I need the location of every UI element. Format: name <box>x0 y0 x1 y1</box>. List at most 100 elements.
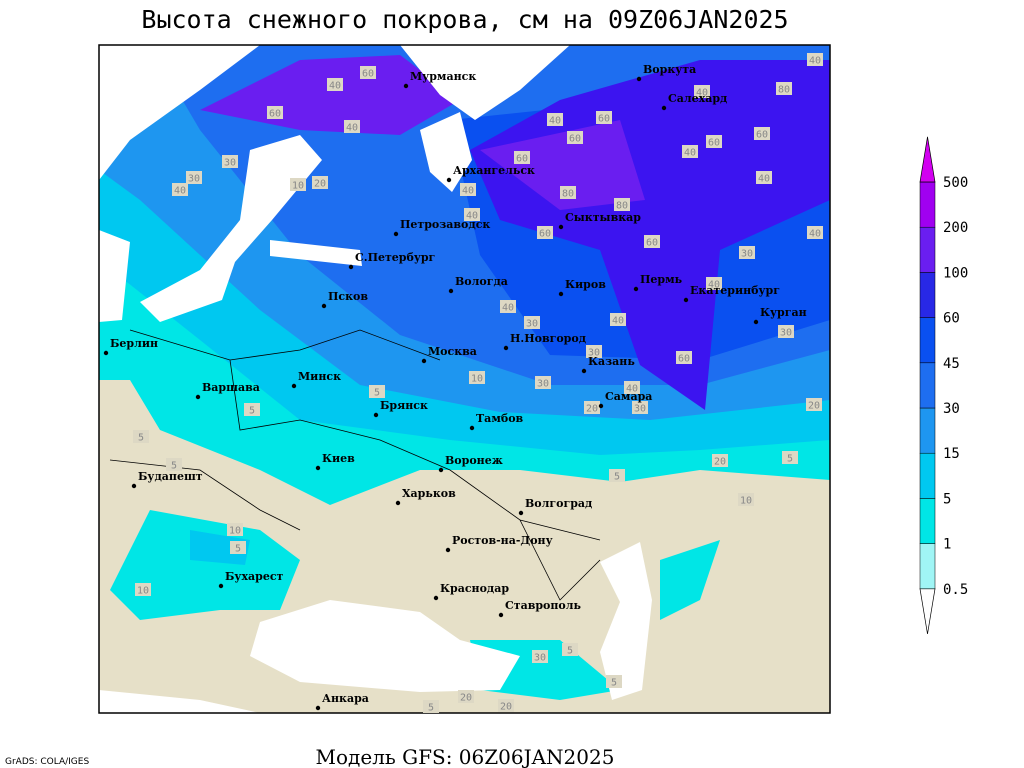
contour-label-box <box>469 371 485 384</box>
city-name: Пермь <box>640 273 683 286</box>
contour-label-box <box>756 171 772 184</box>
contour-label: 80 <box>616 201 628 212</box>
contour-label-box <box>230 541 246 554</box>
city-name: Анкара <box>322 692 369 705</box>
city-name: Н.Новгород <box>510 332 586 345</box>
legend-label: 15 <box>943 446 960 462</box>
contour-label-box <box>498 699 514 712</box>
contour-label-box <box>712 454 728 467</box>
contour-label: 80 <box>778 85 790 96</box>
contour-label-box <box>560 186 576 199</box>
city-name: Казань <box>588 355 635 368</box>
contour-label: 20 <box>500 702 512 713</box>
contour-label: 40 <box>462 186 474 197</box>
city-name: Бухарест <box>225 570 284 583</box>
contour-label: 60 <box>269 109 281 120</box>
city-name: Сыктывкар <box>565 211 641 224</box>
legend-swatch <box>919 226 936 273</box>
city-name: Волгоград <box>525 497 592 510</box>
city-name: Киев <box>322 452 355 465</box>
contour-label: 5 <box>611 678 617 689</box>
contour-label: 5 <box>249 406 255 417</box>
legend-top-arrow <box>919 136 936 183</box>
contour-label: 40 <box>684 148 696 159</box>
city-dot <box>581 368 587 374</box>
contour-label: 40 <box>549 116 561 127</box>
contour-label-box <box>423 700 439 713</box>
contour-label: 20 <box>714 457 726 468</box>
contour-label-box <box>706 135 722 148</box>
contour-label-box <box>676 351 692 364</box>
contour-label: 5 <box>138 433 144 444</box>
contour-label: 40 <box>758 174 770 185</box>
contour-label: 60 <box>516 154 528 165</box>
contour-label-box <box>244 403 260 416</box>
city-name: Воронеж <box>445 454 503 467</box>
legend-swatch <box>919 317 936 364</box>
contour-label-box <box>567 131 583 144</box>
contour-label: 40 <box>346 123 358 134</box>
contour-label-box <box>614 198 630 211</box>
contour-label: 5 <box>171 461 177 472</box>
city-name: Минск <box>298 370 341 383</box>
city-dot <box>446 177 452 183</box>
contour-label: 30 <box>526 319 538 330</box>
contour-label: 40 <box>809 229 821 240</box>
contour-label-box <box>458 690 474 703</box>
city-dot <box>421 358 427 364</box>
legend-label: 0.5 <box>943 582 968 598</box>
contour-label: 30 <box>188 174 200 185</box>
city-name: Петрозаводск <box>400 218 490 231</box>
borders <box>109 329 601 601</box>
contour-label-box <box>290 178 306 191</box>
contour-label: 30 <box>588 348 600 359</box>
contour-label: 5 <box>374 388 380 399</box>
city-name: Воркута <box>643 63 696 76</box>
contour-label: 40 <box>626 384 638 395</box>
city-dot <box>518 510 524 516</box>
contour-label: 10 <box>740 496 752 507</box>
contour-label: 5 <box>567 646 573 657</box>
contour-label-box <box>532 650 548 663</box>
legend-bottom-arrow <box>919 588 936 635</box>
contour-label: 60 <box>678 354 690 365</box>
contour-label: 60 <box>362 69 374 80</box>
city-dot <box>438 467 444 473</box>
city-name: Ростов-на-Дону <box>452 534 553 547</box>
contour-label-box <box>776 82 792 95</box>
city-dot <box>633 286 639 292</box>
city-name: Москва <box>428 345 477 358</box>
contour-label: 60 <box>569 134 581 145</box>
city-name: Тамбов <box>476 412 524 425</box>
contour-label: 60 <box>646 238 658 249</box>
contour-label: 5 <box>787 454 793 465</box>
contour-label: 10 <box>229 526 241 537</box>
contour-label-box <box>778 325 794 338</box>
contour-label-box <box>807 53 823 66</box>
contour-label-box <box>166 458 182 471</box>
contour-label-box <box>514 151 530 164</box>
contour-label: 20 <box>314 179 326 190</box>
contour-label-box <box>807 226 823 239</box>
city-name: Краснодар <box>440 582 509 595</box>
city-name: Архангельск <box>453 164 535 177</box>
contour-label-box <box>369 385 385 398</box>
contour-label-box <box>694 85 710 98</box>
city-dot <box>445 547 451 553</box>
contour-label: 10 <box>292 181 304 192</box>
legend-swatch <box>919 181 936 228</box>
contour-label: 5 <box>428 703 434 714</box>
city-dot <box>598 403 604 409</box>
city-dot <box>433 595 439 601</box>
contour-label-box <box>706 277 722 290</box>
contour-label: 40 <box>174 186 186 197</box>
contour-label: 20 <box>586 404 598 415</box>
contour-label-box <box>739 246 755 259</box>
city-name: Харьков <box>402 487 456 500</box>
title: Высота снежного покрова, см на 09Z06JAN2… <box>141 5 788 34</box>
city-name: Мурманск <box>410 70 476 83</box>
contour-label-box <box>344 120 360 133</box>
contour-label: 30 <box>741 249 753 260</box>
contour-label: 30 <box>224 158 236 169</box>
